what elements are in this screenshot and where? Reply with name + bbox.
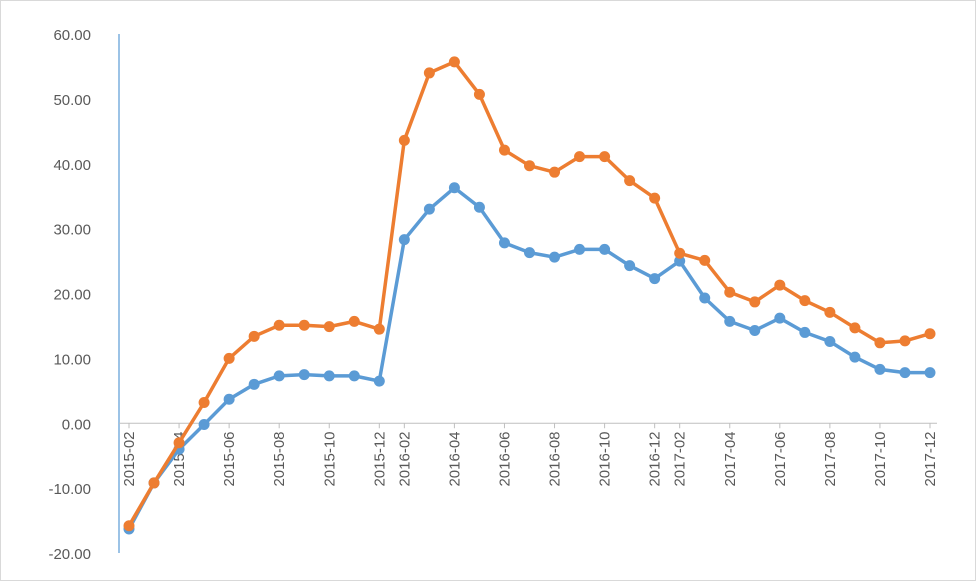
series-2-point <box>799 295 811 307</box>
series-2-point <box>423 67 435 79</box>
x-tick-label: 2016-12 <box>647 431 664 486</box>
series-1-point <box>198 419 210 431</box>
series-2-point <box>824 306 836 318</box>
series-1-point <box>824 336 836 348</box>
series-1-point <box>223 393 235 405</box>
series-2-point <box>874 337 886 349</box>
y-tick-label: 10.00 <box>53 351 91 368</box>
series-1-point <box>473 201 485 213</box>
x-tick-label: 2015-06 <box>221 431 238 486</box>
series-2-point <box>624 175 636 187</box>
series-2-point <box>273 319 285 331</box>
x-tick-label: 2016-10 <box>597 431 614 486</box>
series-1-point <box>599 243 611 255</box>
series-1-point <box>323 370 335 382</box>
series-2-point <box>924 328 936 340</box>
series-1-point <box>699 292 711 304</box>
series-2-point <box>323 321 335 333</box>
series-1-point <box>549 251 561 263</box>
x-tick-label: 2017-08 <box>822 431 839 486</box>
x-tick-label: 2016-02 <box>396 431 413 486</box>
x-tick-label: 2016-04 <box>446 431 463 486</box>
series-1-point <box>724 315 736 327</box>
series-1-point <box>924 367 936 379</box>
series-2-point <box>549 166 561 178</box>
x-tick-label: 2017-04 <box>722 431 739 486</box>
series-2-point <box>599 151 611 163</box>
series-1-point <box>524 247 535 259</box>
series-2-point <box>248 330 260 342</box>
series-2-point <box>849 322 861 334</box>
series-2-point <box>148 477 160 489</box>
series-2-point <box>674 247 686 259</box>
series-2-point <box>223 352 235 364</box>
series-1-point <box>649 273 661 285</box>
y-tick-label: 40.00 <box>53 157 91 174</box>
x-tick-label: 2015-12 <box>371 431 388 486</box>
series-1-point <box>348 370 360 382</box>
y-tick-label: 50.00 <box>53 92 91 109</box>
series-2-line <box>127 60 932 528</box>
series-1-point <box>298 369 310 381</box>
series-1-line <box>127 186 932 531</box>
series-1-point <box>674 255 686 267</box>
x-tick-label: 2017-02 <box>672 431 689 486</box>
series-1-point <box>373 375 385 387</box>
series-1-point <box>498 237 510 249</box>
series-1-point <box>749 324 761 336</box>
series-1-point <box>799 326 811 338</box>
series-1-point <box>899 367 911 379</box>
series-1-point <box>774 312 786 324</box>
series-2-point <box>373 323 385 335</box>
series-2-point <box>473 88 485 100</box>
series-2-point <box>649 192 661 204</box>
series-1-point <box>273 370 285 382</box>
x-tick-label: 2017-12 <box>922 431 939 486</box>
series-2-point <box>774 279 786 291</box>
series-2-point <box>298 319 310 331</box>
series-1-point <box>248 378 260 390</box>
series-2-point <box>524 160 535 172</box>
series-2-point <box>498 144 510 156</box>
series-2-point <box>749 296 761 308</box>
series-2-point <box>198 396 210 408</box>
series-2-point <box>398 134 410 146</box>
y-tick-label: 30.00 <box>53 222 91 239</box>
x-tick-label: 2017-10 <box>872 431 889 486</box>
x-tick-label: 2015-08 <box>271 431 288 486</box>
series-2-point <box>899 335 911 347</box>
series-1-point <box>398 234 410 246</box>
series-1-point <box>423 203 435 215</box>
series-2-point <box>348 315 360 327</box>
series-2-point <box>699 254 711 266</box>
series-2-point <box>448 56 460 68</box>
x-tick-label: 2016-08 <box>547 431 564 486</box>
y-tick-label: 0.00 <box>62 416 91 433</box>
series-1-point <box>849 351 861 363</box>
series-2-point <box>123 520 135 532</box>
x-tick-label: 2015-02 <box>121 431 138 486</box>
x-tick-label: 2016-06 <box>496 431 513 486</box>
series-2-point <box>724 286 736 298</box>
y-tick-label: -20.00 <box>48 546 91 563</box>
series-2-point <box>173 437 185 449</box>
y-tick-label: 60.00 <box>53 27 91 44</box>
series-2-point <box>574 151 586 163</box>
series-1-point <box>874 363 886 375</box>
series-1-point <box>448 182 460 194</box>
y-tick-label: -10.00 <box>48 481 91 498</box>
x-tick-label: 2015-10 <box>321 431 338 486</box>
x-tick-label: 2017-06 <box>772 431 789 486</box>
series-1-point <box>574 243 586 255</box>
series-1-point <box>624 260 636 272</box>
y-tick-label: 20.00 <box>53 287 91 304</box>
